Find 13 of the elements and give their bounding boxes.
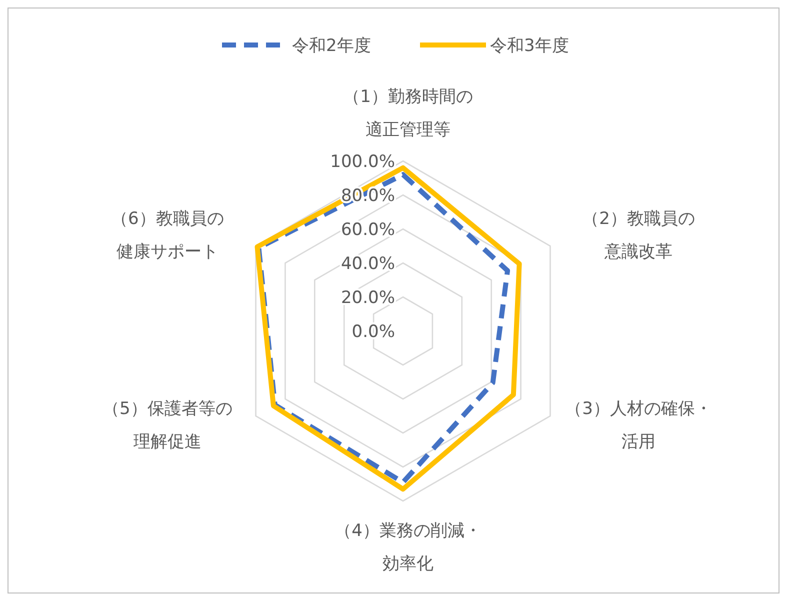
y-tick-label: 40.0% bbox=[340, 254, 395, 274]
y-tick-label: 100.0% bbox=[330, 152, 395, 172]
spoke-label: （4）業務の削減・効率化 bbox=[334, 520, 482, 576]
legend-label: 令和2年度 bbox=[292, 36, 371, 56]
spoke-label: （1）勤務時間の適正管理等 bbox=[342, 86, 474, 142]
legend-label: 令和3年度 bbox=[490, 36, 569, 56]
spoke-label: （6）教職員の健康サポート bbox=[110, 208, 225, 264]
spoke-label: （3）人材の確保・活用 bbox=[564, 398, 713, 454]
y-tick-label: 20.0% bbox=[340, 288, 395, 308]
spoke-label: （2）教職員の意識改革 bbox=[581, 208, 696, 264]
y-tick-label: 60.0% bbox=[340, 220, 395, 240]
y-tick-label: 0.0% bbox=[352, 322, 395, 342]
spoke-label: （5）保護者等の理解促進 bbox=[102, 398, 234, 454]
